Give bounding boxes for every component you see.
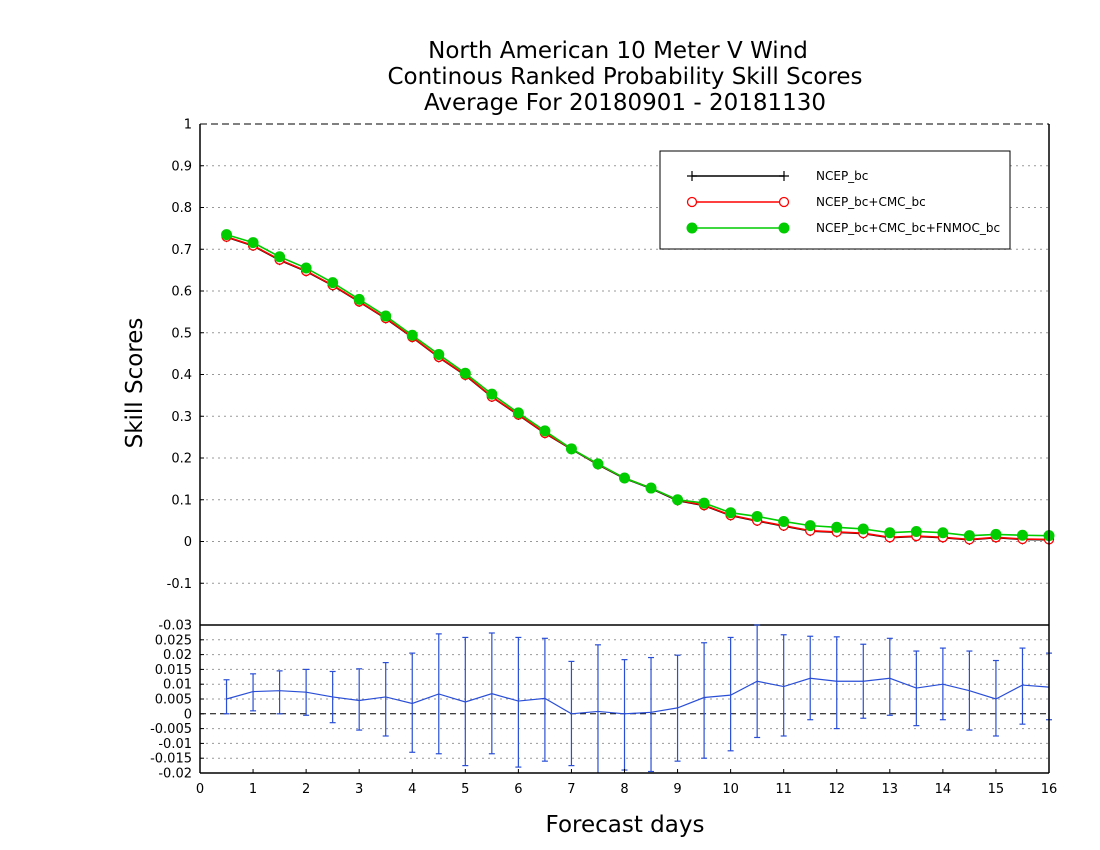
- data-point: [459, 367, 471, 379]
- legend-label: NCEP_bc: [816, 169, 868, 183]
- data-point: [247, 237, 259, 249]
- x-tick-label: 7: [567, 782, 575, 797]
- y-tick-label: -0.03: [158, 619, 192, 634]
- data-point: [990, 528, 1002, 540]
- data-point: [725, 507, 737, 519]
- data-point: [221, 229, 233, 241]
- data-point: [327, 277, 339, 289]
- data-point: [804, 520, 816, 532]
- data-point: [406, 329, 418, 341]
- series-line-2: [226, 235, 1050, 541]
- difference-line: [226, 677, 1050, 715]
- x-tick-label: 11: [775, 782, 792, 797]
- y-tick-label: 0.3: [171, 410, 192, 425]
- x-tick-label: 3: [355, 782, 363, 797]
- data-point: [937, 527, 949, 539]
- y-tick-label: 0.8: [171, 201, 192, 216]
- y-axis-label: Skill Scores: [122, 318, 148, 449]
- data-point: [592, 458, 604, 470]
- data-point: [486, 388, 498, 400]
- series-line-1: [226, 236, 1050, 541]
- chart-title: North American 10 Meter V Wind Continous…: [387, 38, 862, 116]
- y-tick-label: 0.1: [171, 493, 192, 508]
- y-tick-label: 1: [184, 118, 192, 133]
- y-tick-label: 0.005: [155, 693, 192, 708]
- x-tick-label: 13: [882, 782, 899, 797]
- y-tick-label: 0.01: [163, 678, 192, 693]
- title-line-3: Average For 20180901 - 20181130: [424, 90, 826, 116]
- y-tick-label: 0.2: [171, 452, 192, 467]
- y-tick-label: 0.015: [155, 663, 192, 678]
- x-tick-label: 9: [673, 782, 681, 797]
- y-tick-label: 0.4: [171, 368, 192, 383]
- data-point: [751, 510, 763, 522]
- legend-marker: [686, 222, 698, 234]
- data-point: [884, 527, 896, 539]
- y-tick-label: -0.01: [158, 737, 192, 752]
- y-tick-label: -0.1: [167, 577, 192, 592]
- x-axis-label: Forecast days: [546, 812, 705, 838]
- data-point: [857, 523, 869, 535]
- data-point: [353, 293, 365, 305]
- y-tick-label: 0: [184, 535, 192, 550]
- x-tick-label: 6: [514, 782, 522, 797]
- data-point: [672, 494, 684, 506]
- x-tick-label: 14: [935, 782, 952, 797]
- x-tick-label: 16: [1041, 782, 1058, 797]
- legend-marker: [686, 196, 698, 208]
- x-tick-label: 10: [722, 782, 739, 797]
- data-point: [565, 443, 577, 455]
- y-tick-label: -0.005: [150, 722, 192, 737]
- skill-score-panel: -0.1 0 0.1 0.2 0.3 0.4 0.5 0.6 0.7 0.8 0.9 1: [167, 118, 1055, 626]
- y-tick-label: 0.7: [171, 243, 192, 258]
- y-tick-label: 0.025: [155, 633, 192, 648]
- y-tick-label: -0.015: [150, 752, 192, 767]
- data-point: [778, 515, 790, 527]
- data-point: [963, 530, 975, 542]
- x-tick-label: 12: [828, 782, 845, 797]
- y-tick-label: 0: [184, 707, 192, 722]
- data-point: [698, 497, 710, 509]
- data-point: [433, 348, 445, 360]
- y-tick-label: 0.6: [171, 285, 192, 300]
- data-point: [831, 521, 843, 533]
- y-tick-label: 0.5: [171, 326, 192, 341]
- data-point: [274, 251, 286, 263]
- difference-panel: -0.02-0.015-0.01-0.00500.0050.010.0150.0…: [150, 619, 1052, 782]
- x-tick-label: 1: [249, 782, 257, 797]
- x-tick-label: 8: [620, 782, 628, 797]
- y-tick-label: 0.9: [171, 159, 192, 174]
- legend-marker: [687, 171, 697, 181]
- y-tick-label: 0.02: [163, 648, 192, 663]
- series-line-3: [226, 233, 1050, 537]
- data-point: [910, 525, 922, 537]
- legend-marker: [779, 171, 789, 181]
- x-axis-ticks: 0 1 2 3 4 5 6 7 8 9 10 11 12 13 14 15 16: [196, 769, 1057, 797]
- title-line-2: Continous Ranked Probability Skill Score…: [387, 64, 862, 90]
- legend-marker: [778, 196, 790, 208]
- legend-marker: [778, 222, 790, 234]
- data-point: [300, 262, 312, 274]
- legend-label: NCEP_bc+CMC_bc: [816, 195, 926, 209]
- data-point: [619, 472, 630, 484]
- data-point: [645, 482, 657, 494]
- x-tick-label: 15: [988, 782, 1005, 797]
- x-tick-label: 2: [302, 782, 310, 797]
- data-point: [512, 407, 524, 419]
- legend-label: NCEP_bc+CMC_bc+FNMOC_bc: [816, 221, 1000, 235]
- y-tick-label: -0.02: [158, 767, 192, 782]
- legend: NCEP_bc NCEP_bc+CMC_bc NCEP_bc+CMC_bc+FNMO…: [659, 150, 1011, 250]
- data-point: [380, 310, 392, 322]
- x-tick-label: 0: [196, 782, 204, 797]
- x-tick-label: 5: [461, 782, 469, 797]
- x-tick-label: 4: [408, 782, 416, 797]
- data-point: [539, 425, 551, 437]
- legend-box: [659, 150, 1011, 250]
- title-line-1: North American 10 Meter V Wind: [428, 38, 808, 64]
- data-point: [1016, 529, 1028, 541]
